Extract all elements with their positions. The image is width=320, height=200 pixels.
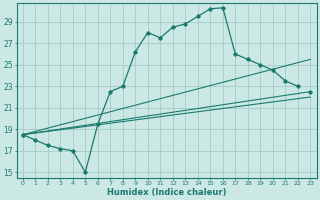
X-axis label: Humidex (Indice chaleur): Humidex (Indice chaleur) (107, 188, 226, 197)
